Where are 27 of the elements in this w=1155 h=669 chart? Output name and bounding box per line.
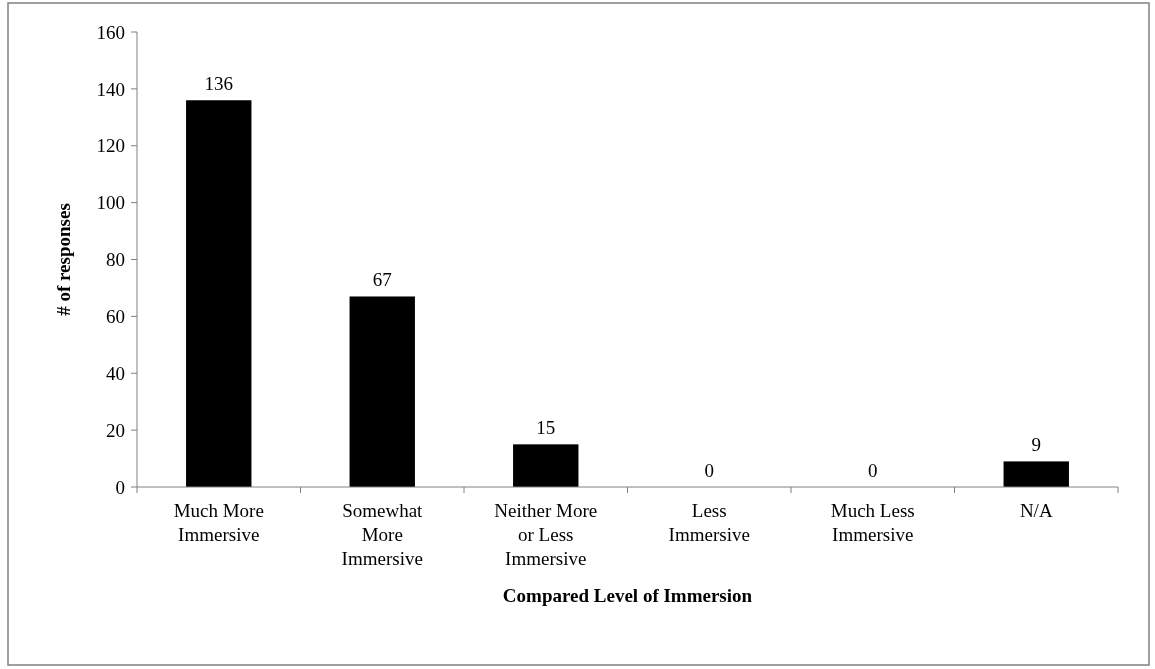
y-tick-label: 0	[115, 476, 125, 498]
y-tick-label: 160	[96, 21, 125, 43]
bar	[513, 444, 579, 487]
y-tick-label: 60	[106, 306, 125, 328]
data-label: 0	[704, 460, 714, 481]
x-tick-label: Neither More or Less Immersive	[494, 500, 598, 569]
data-label: 9	[1031, 434, 1041, 456]
x-tick-label: Much Less Immersive	[830, 500, 915, 545]
y-tick-label: 80	[106, 249, 125, 271]
x-tick-label: N/A	[1019, 500, 1053, 521]
y-axis-title: # of responses	[53, 203, 74, 316]
y-tick-label: 120	[96, 135, 125, 157]
bar	[1003, 461, 1069, 487]
data-label: 136	[204, 73, 233, 95]
y-tick-label: 140	[96, 78, 125, 100]
x-tick-label: Somewhat More Immersive	[341, 500, 424, 569]
data-label: 0	[868, 460, 878, 481]
x-tick-label: Less Immersive	[668, 500, 750, 545]
x-axis-title: Compared Level of Immersion	[502, 585, 753, 606]
y-tick-label: 100	[96, 192, 125, 214]
data-label: 67	[372, 269, 392, 291]
y-tick-label: 40	[106, 362, 125, 384]
x-tick-label: Much More Immersive	[173, 500, 264, 545]
bar	[186, 100, 252, 487]
y-tick-label: 20	[106, 419, 125, 441]
data-label: 15	[536, 417, 556, 439]
bar	[349, 296, 415, 487]
